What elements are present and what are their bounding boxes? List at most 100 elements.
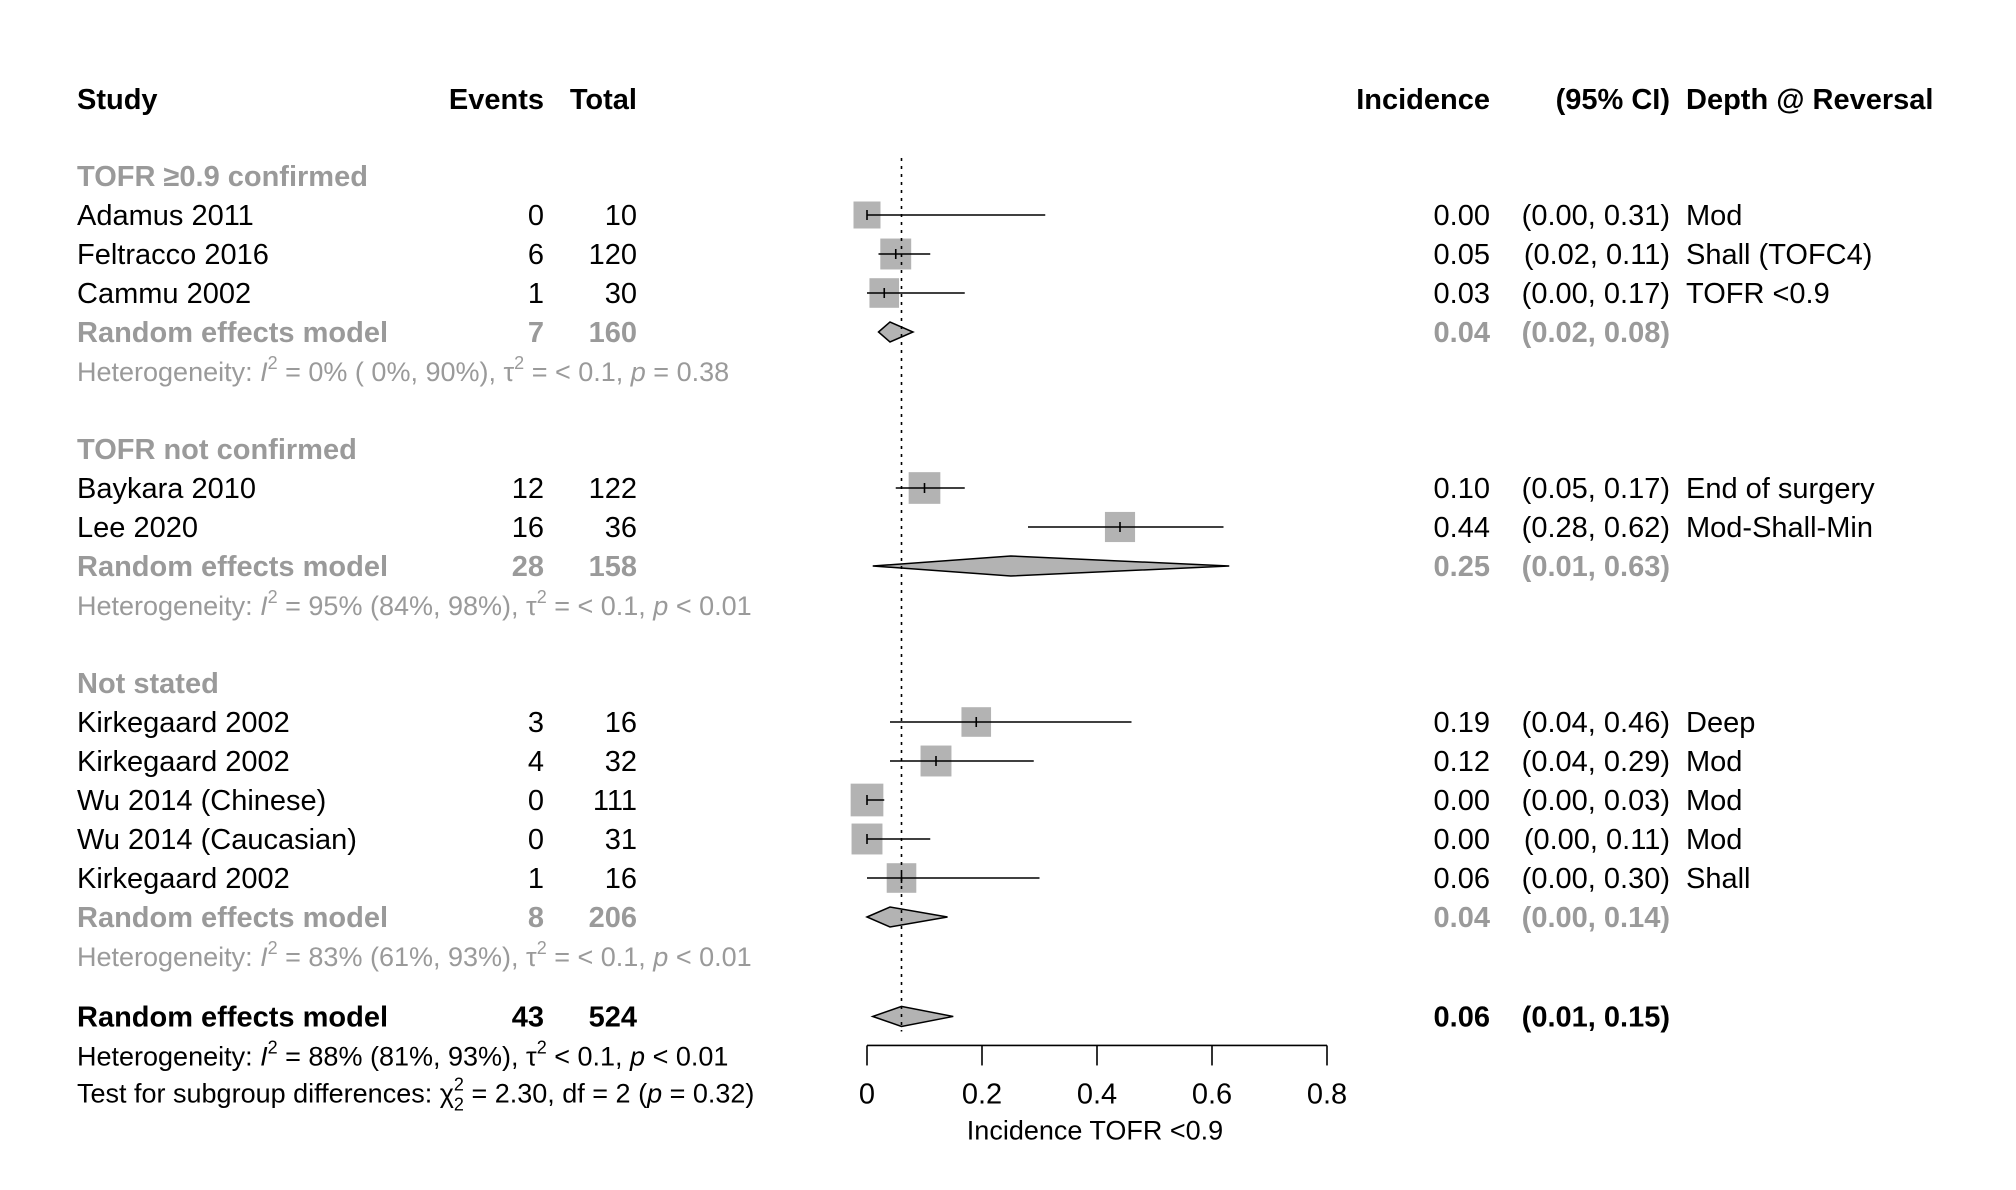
overall-total: 524: [589, 1001, 637, 1033]
x-tick-label: 0: [859, 1078, 875, 1110]
overall-incidence: 0.06: [1434, 1001, 1490, 1033]
subgroup-model-events: 28: [512, 551, 544, 583]
study-ci: (0.00, 0.03): [1522, 785, 1670, 817]
x-axis: 0 0.2 0.4 0.6 0.8 Incidence TOFR <0.9: [859, 1044, 1347, 1145]
subgroup-model-ci: (0.00, 0.14): [1522, 902, 1670, 934]
subgroup-diamond: [877, 321, 915, 343]
study-total: 30: [605, 278, 637, 310]
study-name: Wu 2014 (Caucasian): [77, 824, 357, 856]
overall-events: 43: [512, 1001, 544, 1033]
header-incidence: Incidence: [1356, 84, 1490, 116]
study-incidence: 0.05: [1434, 239, 1490, 271]
forest-graph: [850, 158, 1230, 1032]
study-incidence: 0.00: [1434, 200, 1490, 232]
header-study: Study: [77, 84, 158, 116]
study-depth: Mod: [1686, 824, 1742, 856]
subgroup-model-incidence: 0.04: [1434, 317, 1490, 349]
study-name: Adamus 2011: [77, 200, 254, 232]
x-axis-label: Incidence TOFR <0.9: [967, 1115, 1223, 1145]
group-title: Not stated: [77, 668, 219, 700]
study-depth: Mod: [1686, 785, 1742, 817]
study-incidence: 0.19: [1434, 707, 1490, 739]
x-tick-label: 0.8: [1307, 1078, 1347, 1110]
subgroup-heterogeneity: Heterogeneity: I2 = 83% (61%, 93%), τ2 =…: [77, 938, 752, 972]
subgroup-model-label: Random effects model: [77, 551, 388, 583]
study-ci: (0.05, 0.17): [1522, 473, 1670, 505]
study-ci: (0.00, 0.31): [1522, 200, 1670, 232]
subgroup-model-total: 160: [589, 317, 637, 349]
subgroup-model-total: 158: [589, 551, 637, 583]
x-tick-label: 0.6: [1192, 1078, 1232, 1110]
study-events: 0: [528, 824, 544, 856]
header-ci: (95% CI): [1556, 84, 1670, 116]
study-ci: (0.00, 0.17): [1522, 278, 1670, 310]
subgroup-heterogeneity: Heterogeneity: I2 = 0% ( 0%, 90%), τ2 = …: [77, 353, 729, 387]
study-name: Baykara 2010: [77, 473, 256, 505]
study-incidence: 0.03: [1434, 278, 1490, 310]
study-incidence: 0.12: [1434, 746, 1490, 778]
subgroup-model-incidence: 0.04: [1434, 902, 1490, 934]
study-incidence: 0.00: [1434, 824, 1490, 856]
study-events: 0: [528, 200, 544, 232]
study-events: 1: [528, 278, 544, 310]
study-depth: Mod: [1686, 746, 1742, 778]
subgroup-model-ci: (0.02, 0.08): [1522, 317, 1670, 349]
study-depth: Mod: [1686, 200, 1742, 232]
study-depth: Shall (TOFC4): [1686, 239, 1872, 271]
study-ci: (0.02, 0.11): [1524, 239, 1670, 271]
group-title: TOFR ≥0.9 confirmed: [77, 161, 368, 193]
study-name: Lee 2020: [77, 512, 198, 544]
study-name: Kirkegaard 2002: [77, 746, 290, 778]
study-events: 0: [528, 785, 544, 817]
subgroup-diamond: [865, 906, 948, 928]
study-depth: TOFR <0.9: [1686, 278, 1830, 310]
study-ci: (0.00, 0.11): [1524, 824, 1670, 856]
study-total: 122: [589, 473, 637, 505]
subgroup-model-total: 206: [589, 902, 637, 934]
study-ci: (0.04, 0.46): [1522, 707, 1670, 739]
study-events: 16: [512, 512, 544, 544]
study-name: Kirkegaard 2002: [77, 863, 290, 895]
x-tick-label: 0.4: [1077, 1078, 1117, 1110]
study-ci: (0.04, 0.29): [1522, 746, 1670, 778]
subgroup-model-ci: (0.01, 0.63): [1522, 551, 1670, 583]
study-total: 111: [593, 785, 637, 817]
study-events: 6: [528, 239, 544, 271]
overall-ci: (0.01, 0.15): [1522, 1001, 1670, 1033]
subgroup-model-label: Random effects model: [77, 317, 388, 349]
header-total: Total: [570, 84, 637, 116]
overall-diamond: [870, 1005, 954, 1028]
study-ci: (0.28, 0.62): [1522, 512, 1670, 544]
column-headers: Study Events Total Incidence (95% CI) De…: [77, 84, 1933, 116]
subgroup-model-incidence: 0.25: [1434, 551, 1490, 583]
study-total: 36: [605, 512, 637, 544]
header-depth: Depth @ Reversal: [1686, 84, 1933, 116]
study-depth: Shall: [1686, 863, 1751, 895]
study-name: Feltracco 2016: [77, 239, 269, 271]
subgroup-diamond: [872, 555, 1230, 577]
subgroup-heterogeneity: Heterogeneity: I2 = 95% (84%, 98%), τ2 =…: [77, 587, 752, 621]
study-incidence: 0.10: [1434, 473, 1490, 505]
study-ci: (0.00, 0.30): [1522, 863, 1670, 895]
study-total: 16: [605, 707, 637, 739]
study-name: Wu 2014 (Chinese): [77, 785, 326, 817]
study-depth: Mod-Shall-Min: [1686, 512, 1873, 544]
group-title: TOFR not confirmed: [77, 434, 357, 466]
study-total: 10: [605, 200, 637, 232]
study-incidence: 0.06: [1434, 863, 1490, 895]
study-events: 1: [528, 863, 544, 895]
overall-model-label: Random effects model: [77, 1001, 388, 1033]
subgroup-model-events: 7: [528, 317, 544, 349]
header-events: Events: [449, 84, 544, 116]
study-incidence: 0.44: [1434, 512, 1490, 544]
subgroup-model-label: Random effects model: [77, 902, 388, 934]
study-depth: Deep: [1686, 707, 1755, 739]
study-total: 32: [605, 746, 637, 778]
study-total: 120: [589, 239, 637, 271]
study-events: 4: [528, 746, 544, 778]
study-incidence: 0.00: [1434, 785, 1490, 817]
study-name: Kirkegaard 2002: [77, 707, 290, 739]
subgroup-model-events: 8: [528, 902, 544, 934]
